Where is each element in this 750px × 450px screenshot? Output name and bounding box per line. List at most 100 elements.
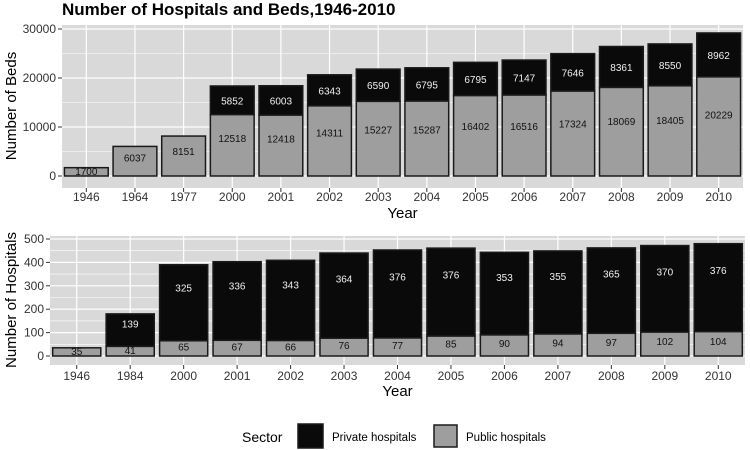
data-label-public: 35 <box>71 347 83 358</box>
data-label-public: 12518 <box>218 134 246 145</box>
x-tick-label: 2002 <box>316 190 343 204</box>
bar-public-2001 <box>212 339 262 357</box>
data-label-private: 355 <box>550 272 567 283</box>
bar-public-1946 <box>51 347 102 357</box>
data-label-private: 139 <box>122 320 139 331</box>
data-label-public: 16402 <box>462 122 490 133</box>
x-tick-label: 2009 <box>651 369 678 383</box>
y-tick-label: 20000 <box>23 71 57 85</box>
bar-private-2010 <box>696 32 742 78</box>
x-tick-label: 2010 <box>705 369 732 383</box>
bar-public-2005 <box>452 94 499 177</box>
legend: Sector Private hospitals Public hospital… <box>242 423 546 449</box>
bar-public-2002 <box>306 105 353 177</box>
data-label-public: 94 <box>552 338 564 349</box>
x-tick-label: 1977 <box>170 190 197 204</box>
data-label-public: 65 <box>178 343 190 354</box>
bar-private-2001 <box>212 260 262 342</box>
x-tick-label: 2006 <box>511 190 538 204</box>
bar-private-2005 <box>426 247 476 337</box>
x-tick-label: 2005 <box>462 190 489 204</box>
bar-private-2002 <box>265 259 316 342</box>
data-label-private: 5852 <box>221 96 244 107</box>
y-tick-label: 300 <box>24 279 44 293</box>
bar-private-2006 <box>501 59 547 96</box>
bar-public-2004 <box>372 337 423 357</box>
data-label-private: 343 <box>282 280 299 291</box>
data-label-private: 376 <box>443 271 460 282</box>
data-label-private: 365 <box>603 270 620 281</box>
data-label-public: 1700 <box>75 167 98 178</box>
bar-public-2001 <box>258 114 304 177</box>
x-tick-label: 2003 <box>331 369 358 383</box>
x-tick-label: 2008 <box>608 190 635 204</box>
data-label-private: 376 <box>389 272 406 283</box>
x-tick-label: 2009 <box>657 190 684 204</box>
bar-private-2007 <box>550 52 596 92</box>
data-label-public: 14311 <box>316 129 344 140</box>
bar-public-1946 <box>63 166 109 177</box>
bar-private-2006 <box>479 251 530 336</box>
data-label-public: 12418 <box>267 134 295 145</box>
data-label-public: 16516 <box>510 122 538 133</box>
data-label-public: 66 <box>285 342 297 353</box>
bar-private-2001 <box>258 84 304 116</box>
bar-public-2002 <box>265 339 316 357</box>
y-tick-label: 400 <box>24 255 44 269</box>
data-label-private: 370 <box>656 268 673 279</box>
x-tick-label: 2003 <box>365 190 392 204</box>
data-label-public: 6037 <box>124 154 147 165</box>
bar-public-2007 <box>550 90 596 177</box>
data-label-private: 7147 <box>513 74 536 85</box>
y-axis-title: Number of Hospitals <box>3 232 20 368</box>
legend-swatch-public <box>433 424 458 448</box>
bar-private-2003 <box>319 252 369 339</box>
x-tick-label: 1946 <box>73 190 100 204</box>
data-label-private: 6343 <box>318 86 341 97</box>
bar-public-2010 <box>693 330 744 357</box>
y-tick-label: 100 <box>24 326 44 340</box>
y-tick-label: 200 <box>24 302 44 316</box>
x-tick-label: 1964 <box>122 190 149 204</box>
x-tick-label: 2002 <box>277 369 304 383</box>
data-label-public: 17324 <box>559 119 587 130</box>
x-tick-label: 2005 <box>438 369 465 383</box>
data-label-public: 90 <box>499 339 511 350</box>
legend-title: Sector <box>242 429 283 445</box>
bar-public-1964 <box>112 145 158 177</box>
bar-public-2004 <box>404 100 450 177</box>
bar-private-2005 <box>452 61 499 97</box>
bar-private-2010 <box>693 242 744 333</box>
x-tick-label: 2007 <box>559 190 586 204</box>
data-label-private: 7646 <box>562 68 585 79</box>
data-label-public: 102 <box>656 337 673 348</box>
data-label-private: 325 <box>175 284 192 295</box>
data-label-public: 20229 <box>705 111 733 122</box>
legend-swatch-private <box>297 423 324 449</box>
data-label-private: 8550 <box>659 61 682 72</box>
bar-public-2007 <box>533 333 583 357</box>
bar-private-2004 <box>372 249 423 339</box>
x-tick-label: 2000 <box>219 190 246 204</box>
bar-public-2010 <box>696 76 742 177</box>
bar-public-2008 <box>586 332 637 357</box>
x-tick-label: 2001 <box>224 369 251 383</box>
data-label-public: 67 <box>232 342 244 353</box>
bar-private-2008 <box>586 247 637 335</box>
bar-public-2009 <box>647 85 693 177</box>
bar-private-2000 <box>209 85 255 116</box>
data-label-private: 6003 <box>270 96 293 107</box>
x-tick-label: 1946 <box>63 369 90 383</box>
y-axis-title: Number of Beds <box>3 52 20 160</box>
data-label-private: 6795 <box>416 80 439 91</box>
bar-public-2003 <box>355 100 401 177</box>
data-label-private: 8361 <box>610 63 633 74</box>
x-axis-title: Year <box>382 383 412 400</box>
bar-private-2008 <box>598 45 645 89</box>
beds-chart: 0 10000 20000 30000 1700 1946 6037 1964 8151 1977… <box>3 22 743 222</box>
legend-label-private: Private hospitals <box>332 432 417 444</box>
data-label-public: 18405 <box>656 116 684 127</box>
bar-public-2005 <box>426 335 476 357</box>
bar-private-2000 <box>158 263 209 342</box>
data-label-public: 104 <box>710 337 727 348</box>
